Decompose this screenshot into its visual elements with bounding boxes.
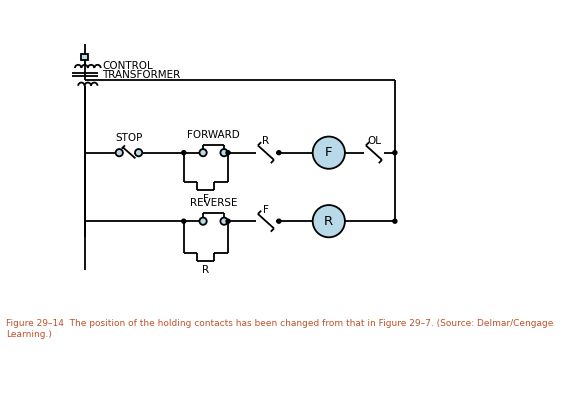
Text: STOP: STOP — [115, 133, 143, 143]
Text: Figure 29–14  The position of the holding contacts has been changed from that in: Figure 29–14 The position of the holding… — [6, 320, 554, 339]
Circle shape — [313, 205, 345, 237]
Text: R: R — [324, 215, 334, 228]
Circle shape — [226, 151, 230, 155]
Text: R: R — [263, 136, 270, 147]
Text: F: F — [325, 146, 332, 159]
Text: R: R — [202, 264, 209, 275]
Text: FORWARD: FORWARD — [187, 130, 240, 140]
Circle shape — [135, 149, 142, 156]
Circle shape — [181, 219, 185, 223]
FancyBboxPatch shape — [0, 311, 464, 358]
Circle shape — [277, 219, 281, 223]
Text: OL: OL — [367, 136, 381, 147]
Circle shape — [181, 151, 185, 155]
Circle shape — [221, 217, 228, 225]
Text: F: F — [263, 205, 269, 215]
Text: TRANSFORMER: TRANSFORMER — [103, 69, 181, 80]
FancyBboxPatch shape — [81, 54, 88, 60]
Text: F: F — [203, 193, 209, 204]
Circle shape — [221, 149, 228, 156]
Circle shape — [116, 149, 123, 156]
Circle shape — [393, 219, 397, 223]
Circle shape — [277, 151, 281, 155]
Text: REVERSE: REVERSE — [190, 199, 237, 208]
Circle shape — [199, 217, 207, 225]
Circle shape — [226, 219, 230, 223]
Circle shape — [393, 151, 397, 155]
Circle shape — [313, 137, 345, 169]
Text: CONTROL: CONTROL — [103, 61, 153, 71]
Circle shape — [199, 149, 207, 156]
